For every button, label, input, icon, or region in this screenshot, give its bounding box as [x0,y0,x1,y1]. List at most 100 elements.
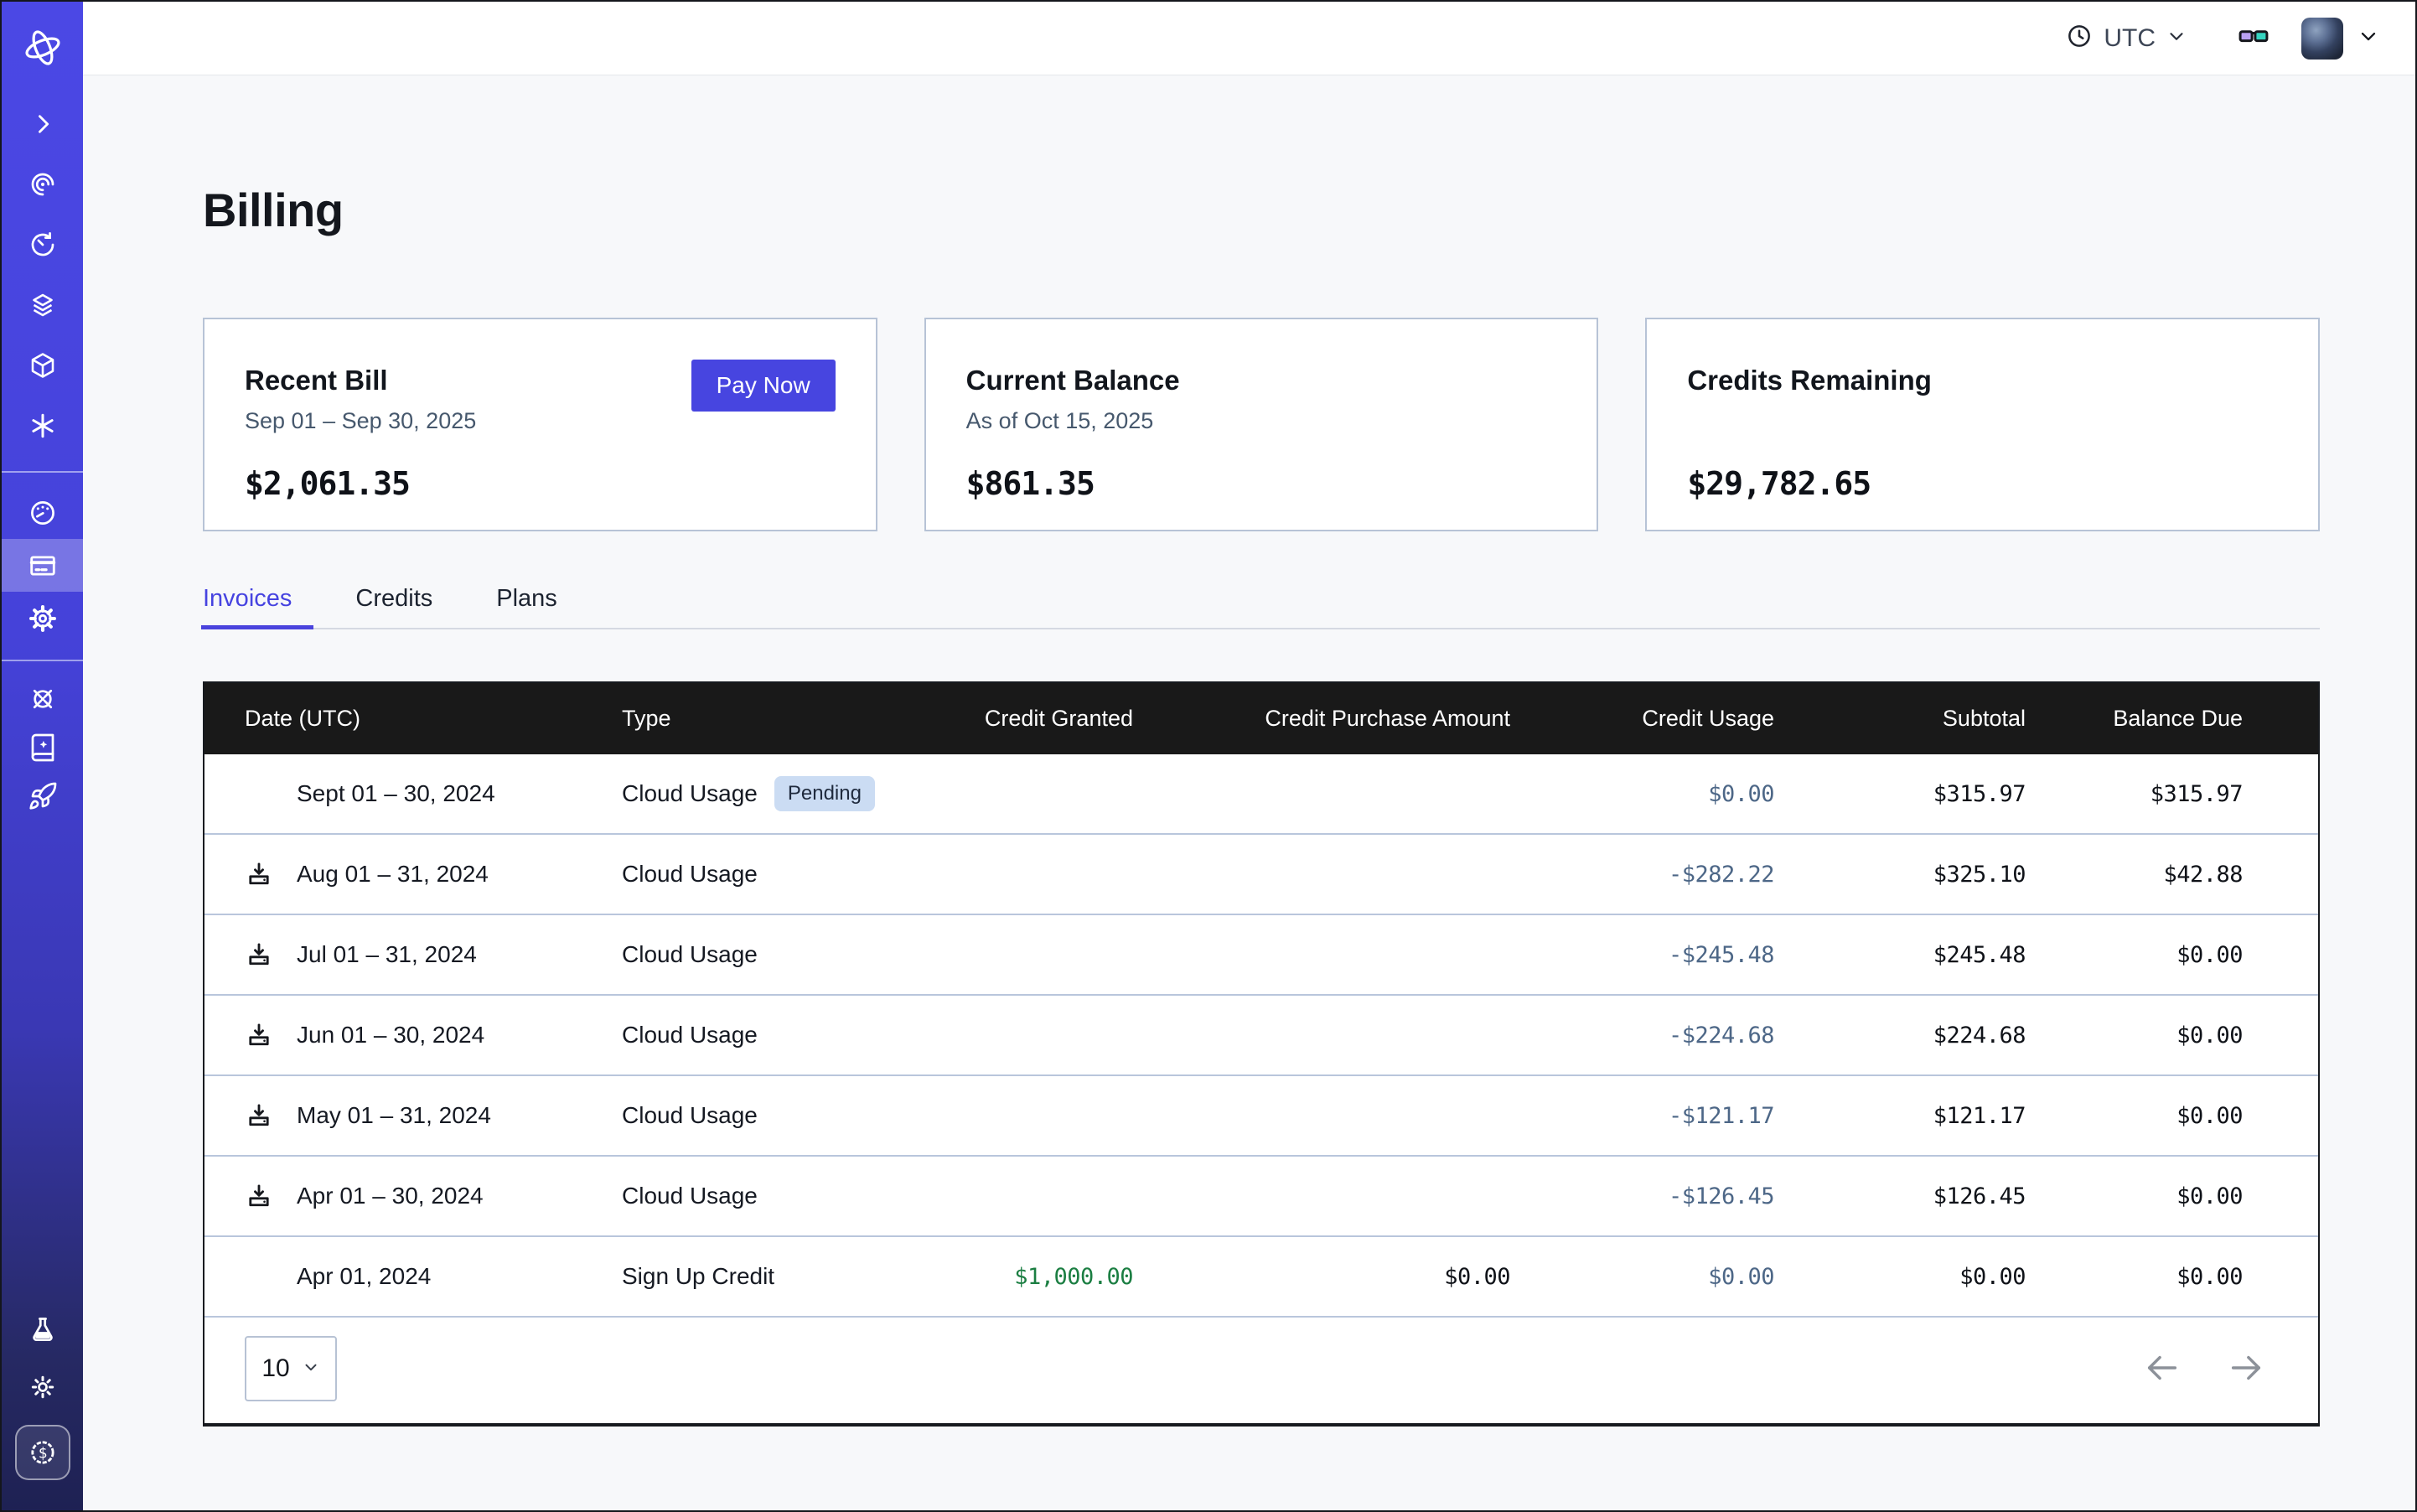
credit-usage-value: -$245.48 [1669,942,1774,968]
sidebar-item-layers[interactable] [2,275,83,335]
sidebar-item-settings[interactable] [2,592,83,645]
sidebar-item-docs[interactable] [2,723,83,772]
balance-due-value: $42.88 [2163,862,2243,888]
credit-usage-cell: $0.00 [1510,1264,1774,1290]
summary-cards: Recent Bill Sep 01 – Sep 30, 2025 $2,061… [203,318,2320,531]
pager [2142,1349,2266,1389]
subtotal-cell: $224.68 [1774,1023,2026,1049]
sidebar-item-history[interactable] [2,215,83,275]
credit-usage-value: -$121.17 [1669,1103,1774,1129]
sidebar-nav-help [2,675,83,821]
credit-card-icon [27,550,59,582]
gear-icon [27,603,59,634]
next-page-button[interactable] [2226,1349,2266,1389]
account-menu-button[interactable] [2357,24,2380,52]
invoice-date-cell: May 01 – 31, 2024 [245,1101,622,1130]
invoice-type-cell: Cloud Usage Pending [622,776,982,812]
invoice-type-cell: Cloud Usage [622,1022,982,1049]
balance-due-value: $0.00 [2176,1264,2243,1290]
main-area: UTC Billing [83,2,2415,1510]
arrow-right-icon [2227,1377,2265,1390]
credit-purchase-value: $0.00 [1444,1264,1510,1290]
invoice-type: Cloud Usage [622,941,758,968]
download-icon [245,1120,273,1132]
invoice-table-header: Date (UTC) Type Credit Granted Credit Pu… [204,683,2318,754]
prev-page-button[interactable] [2142,1349,2182,1389]
col-credit-purchase-amount: Credit Purchase Amount [1133,706,1510,732]
download-invoice-button[interactable] [245,1182,273,1210]
arrow-left-icon [2143,1377,2182,1390]
page-size-select[interactable]: 10 [245,1336,337,1401]
sidebar-item-theme-toggle[interactable] [2,1363,83,1411]
sidebar-item-credits[interactable]: $ [15,1425,70,1480]
invoice-type: Cloud Usage [622,861,758,888]
sidebar-item-services[interactable] [2,396,83,456]
invoice-type-cell: Sign Up Credit [622,1263,982,1290]
sidebar-item-getting-started[interactable] [2,772,83,821]
timezone-selector[interactable]: UTC [2065,22,2187,54]
balance-due-cell: $0.00 [2026,1264,2243,1290]
tab-plans[interactable]: Plans [496,585,557,628]
pay-now-button[interactable]: Pay Now [691,360,836,412]
balance-due-value: $0.00 [2176,1103,2243,1129]
balance-due-cell: $315.97 [2026,781,2243,807]
sidebar-item-support[interactable] [2,675,83,723]
card-subtitle [1687,408,2278,437]
credit-purchase-cell: $0.00 [1133,1264,1510,1290]
balance-due-cell: $0.00 [2026,942,2243,968]
subtotal-value: $245.48 [1933,942,2026,968]
invoice-row: Jun 01 – 30, 2024 Cloud Usage -$224.68 $… [204,996,2318,1076]
tab-invoices[interactable]: Invoices [203,585,292,628]
download-icon [245,878,273,891]
download-icon [245,959,273,971]
credit-usage-value: -$126.45 [1669,1183,1774,1209]
topbar: UTC [83,2,2415,75]
subtotal-cell: $315.97 [1774,781,2026,807]
spiral-eye-icon [28,169,58,199]
sidebar-item-billing[interactable] [2,539,83,592]
invoice-date-cell: Apr 01 – 30, 2024 [245,1182,622,1210]
chevron-down-icon [2357,24,2380,52]
sidebar-item-labs[interactable] [2,1306,83,1354]
credit-usage-value: $0.00 [1708,781,1774,807]
card-subtitle: Sep 01 – Sep 30, 2025 [245,408,836,437]
credit-usage-cell: -$121.17 [1510,1103,1774,1129]
user-avatar[interactable] [2301,18,2343,60]
subtotal-value: $126.45 [1933,1183,2026,1209]
download-invoice-button[interactable] [245,1021,273,1049]
current-balance-card: Current Balance As of Oct 15, 2025 $861.… [924,318,1599,531]
sidebar-item-expand[interactable] [2,94,83,154]
invoice-type: Cloud Usage [622,780,758,807]
recent-bill-amount: $2,061.35 [245,465,836,502]
timer-icon [28,230,58,260]
invoice-date-cell: Jun 01 – 30, 2024 [245,1021,622,1049]
credit-usage-cell: $0.00 [1510,781,1774,807]
credit-usage-cell: -$224.68 [1510,1023,1774,1049]
asterisk-icon [28,411,58,441]
app-logo-icon [21,26,65,70]
subtotal-value: $121.17 [1933,1103,2026,1129]
card-title: Credits Remaining [1687,365,2278,396]
dollar-badge-icon: $ [26,1436,60,1469]
invoice-date: May 01 – 31, 2024 [297,1102,491,1129]
download-invoice-button[interactable] [245,860,273,888]
chevron-right-icon [28,110,57,138]
chevron-down-icon [302,1354,320,1383]
invoice-date-cell: Sept 01 – 30, 2024 [245,779,622,808]
sidebar-item-packages[interactable] [2,335,83,396]
reading-mode-button[interactable] [2236,18,2271,58]
download-invoice-button[interactable] [245,940,273,969]
balance-due-cell: $0.00 [2026,1103,2243,1129]
sidebar-item-observe[interactable] [2,154,83,215]
clock-icon [2065,22,2094,54]
credit-granted-cell: $1,000.00 [982,1264,1133,1290]
timezone-label: UTC [2104,24,2156,53]
credit-granted-value: $1,000.00 [1014,1264,1133,1290]
sidebar-item-usage[interactable] [2,486,83,539]
sidebar: $ [2,2,83,1510]
download-invoice-button[interactable] [245,1101,273,1130]
tab-credits[interactable]: Credits [355,585,432,628]
sidebar-divider [2,660,83,661]
invoice-status-badge: Pending [774,776,875,812]
app-logo[interactable] [2,2,83,94]
